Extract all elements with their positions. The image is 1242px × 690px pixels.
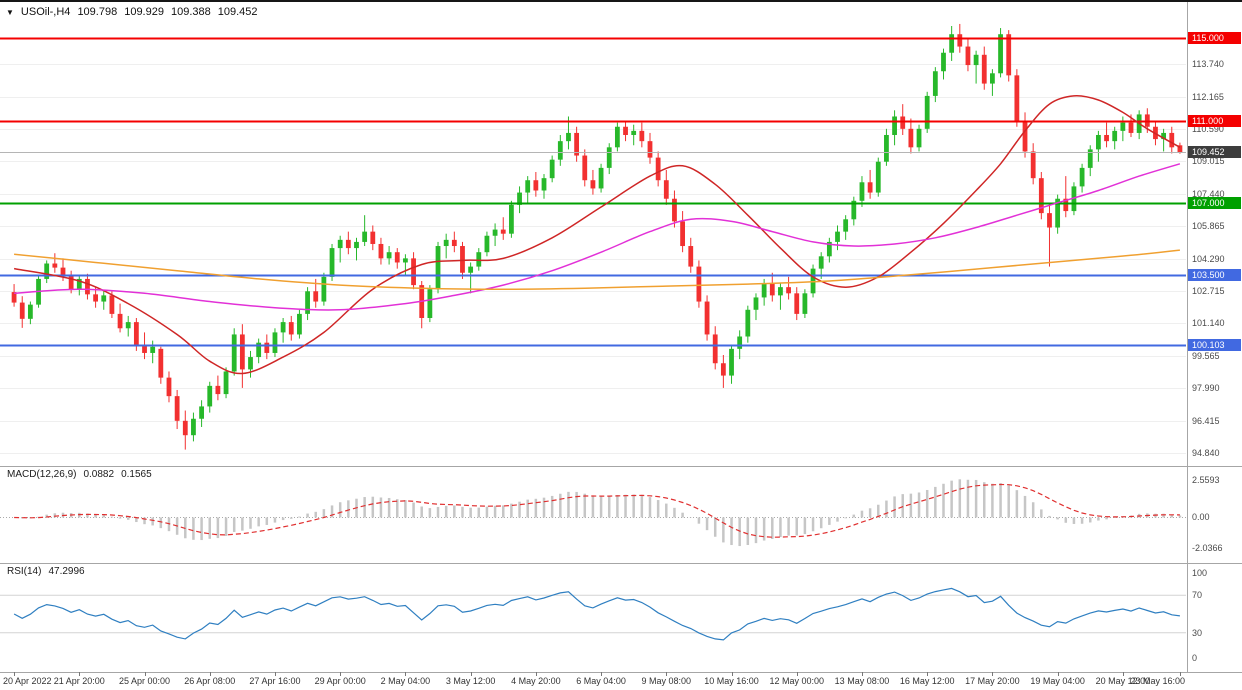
rsi-axis-label: 70: [1192, 590, 1203, 601]
macd-main-value: 0.0882: [83, 469, 115, 480]
macd-axis-label: -2.0366: [1192, 542, 1223, 553]
time-axis-label: 20 May 12:00: [1095, 676, 1151, 686]
price-axis-label: 104.290: [1192, 253, 1225, 264]
panel-splitter-rsi[interactable]: [0, 560, 1242, 566]
time-axis-label: 19 May 04:00: [1030, 676, 1085, 686]
panel-separators: [0, 2, 1242, 676]
ohlc-low-value: 109.388: [170, 6, 211, 18]
time-axis-label: 26 Apr 08:00: [184, 676, 236, 686]
chart-ohlc-header: ▼ USOil-,H4 109.798 109.929 109.388 109.…: [6, 6, 258, 18]
grid-layer: [0, 64, 1186, 454]
rsi-axis-label: 0: [1192, 653, 1198, 663]
time-axis-label: 3 May 12:00: [445, 676, 496, 686]
time-axis-label: 16 May 12:00: [899, 676, 955, 686]
ma-mid-magenta-line: [14, 163, 1181, 311]
time-axis-label: 23 May 16:00: [1130, 676, 1185, 686]
rsi-axis-label: 100: [1192, 568, 1208, 578]
macd-indicator-label: MACD(12,26,9) 0.0882 0.1565: [7, 469, 152, 480]
time-axis-label: 12 May 00:00: [769, 676, 825, 686]
ohlc-close-value: 109.452: [217, 6, 258, 18]
candles-layer: [11, 23, 1183, 450]
price-axis-label: 107.440: [1192, 188, 1225, 199]
symbol-dropdown-icon[interactable]: ▼: [6, 7, 14, 17]
rsi-layer: [0, 587, 1186, 641]
time-axis-label: 29 Apr 00:00: [314, 676, 366, 686]
price-scale[interactable]: 113.740 112.165 110.590 109.015 107.440 105.8…: [1188, 0, 1242, 672]
panel-splitter-macd[interactable]: [0, 463, 1242, 469]
time-axis-label: 20 Apr 2022: [3, 676, 52, 686]
macd-name: MACD(12,26,9): [7, 469, 77, 480]
ma-slow-orange-line: [14, 249, 1180, 290]
time-axis-label: 6 May 04:00: [576, 676, 626, 686]
price-axis-label: 109.015: [1192, 156, 1225, 167]
time-axis-label: 25 Apr 00:00: [118, 676, 171, 686]
macd-axis-label: 2.5593: [1192, 474, 1220, 485]
price-axis-label: 110.590: [1192, 124, 1224, 135]
hline-price-badge: 115.000: [1188, 32, 1241, 45]
rsi-indicator-label: RSI(14) 47.2996: [7, 566, 85, 577]
time-axis-label: 13 May 08:00: [834, 676, 890, 686]
hline-price-badge: 100.103: [1188, 338, 1241, 351]
hline-price-badge: 103.500: [1188, 268, 1241, 281]
price-axis-label: 101.140: [1192, 318, 1225, 329]
time-scale[interactable]: 20 Apr 2022 21 Apr 20:00 25 Apr 00:00 26 Ap…: [0, 674, 1242, 690]
symbol-timeframe-label: USOil-,H4: [20, 6, 71, 18]
rsi-name: RSI(14): [7, 566, 42, 577]
price-axis-label: 113.740: [1192, 59, 1224, 70]
ma-fast-red-line: [13, 95, 1181, 375]
time-axis-label: 17 May 20:00: [965, 676, 1020, 686]
price-axis-label: 112.165: [1192, 91, 1224, 102]
rsi-axis-label: 30: [1192, 627, 1203, 638]
macd-axis-label: 0.00: [1192, 512, 1210, 523]
hline-price-badge: 107.000: [1188, 196, 1241, 209]
price-axis-label: 97.990: [1192, 383, 1220, 394]
time-axis-label: 9 May 08:00: [641, 676, 692, 686]
time-axis-label: 27 Apr 16:00: [249, 676, 301, 686]
ohlc-high-value: 109.929: [124, 6, 164, 18]
macd-signal-value: 0.1565: [121, 469, 152, 480]
hline-price-badge: 111.000: [1188, 114, 1241, 127]
ohlc-open-value: 109.798: [77, 6, 118, 18]
price-axis-label: 105.865: [1192, 221, 1225, 232]
time-axis-label: 2 May 04:00: [380, 676, 431, 686]
price-axis-label: 99.565: [1192, 350, 1220, 361]
time-axis-label: 21 Apr 20:00: [53, 676, 105, 686]
time-axis-label: 10 May 16:00: [704, 676, 759, 686]
time-axis-label: 4 May 20:00: [511, 676, 561, 686]
price-axis-label: 102.715: [1192, 285, 1225, 296]
window-top-edge: [0, 0, 1242, 2]
hline-layer: [0, 37, 1186, 347]
price-axis-label: 94.840: [1192, 447, 1220, 458]
current-price-badge: 109.452: [1188, 146, 1241, 159]
price-axis-label: 96.415: [1192, 415, 1220, 426]
rsi-value: 47.2996: [48, 566, 85, 577]
macd-layer: [0, 479, 1186, 547]
